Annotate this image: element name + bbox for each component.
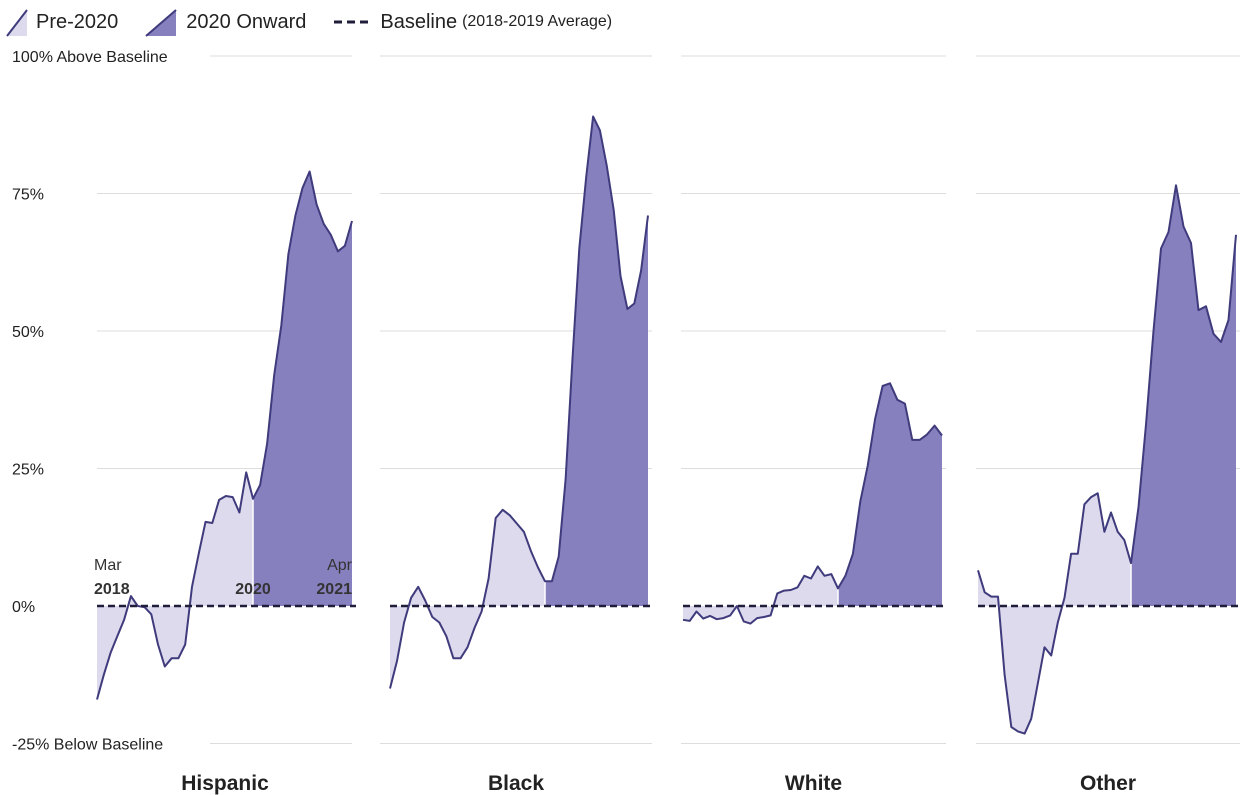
legend-item-post: 2020 Onward (144, 7, 306, 37)
legend-item-baseline: Baseline (2018-2019 Average) (332, 7, 612, 37)
panel-label: Other (1080, 772, 1136, 795)
annotation-year: 2018 (94, 581, 130, 598)
annotation-month: Apr (327, 557, 353, 574)
y-tick-label: -25% Below Baseline (12, 737, 163, 754)
y-tick-label: 75% (12, 187, 44, 204)
panel-label: Black (488, 772, 544, 795)
legend-baseline-note: (2018-2019 Average) (462, 13, 613, 30)
legend-pre-label: Pre-2020 (36, 10, 119, 33)
annotation-year: 2021 (316, 581, 352, 598)
annotation-year: 2020 (235, 581, 271, 598)
post-2020-area (838, 383, 942, 606)
post-2020-area (253, 171, 352, 606)
panel-label: White (785, 772, 842, 795)
y-tick-label: 100% Above Baseline (12, 49, 168, 66)
legend-item-pre: Pre-2020 (6, 7, 118, 37)
pre-2020-area (390, 509, 545, 689)
pre-swatch-icon (6, 9, 28, 37)
panel-label: Hispanic (181, 772, 269, 795)
post-2020-area (1131, 185, 1236, 607)
post-2020-area (545, 116, 648, 606)
legend-post-label: 2020 Onward (186, 10, 307, 33)
post-swatch-icon (145, 9, 177, 37)
pre-2020-area (683, 566, 838, 624)
legend-baseline-label: Baseline (380, 10, 458, 33)
y-tick-label: 25% (12, 462, 44, 479)
series-line (389, 115, 649, 689)
annotation-month: Mar (94, 557, 122, 574)
series-line (682, 382, 943, 625)
series-line (96, 170, 353, 700)
legend: Pre-2020 2020 Onward Baseline (2018-2019… (6, 6, 638, 38)
y-tick-label: 50% (12, 324, 44, 341)
series-line (977, 184, 1237, 735)
pre-2020-area (97, 472, 253, 700)
y-tick-label: 0% (12, 599, 35, 616)
pre-2020-area (978, 493, 1131, 734)
dashed-line-icon (334, 20, 371, 24)
